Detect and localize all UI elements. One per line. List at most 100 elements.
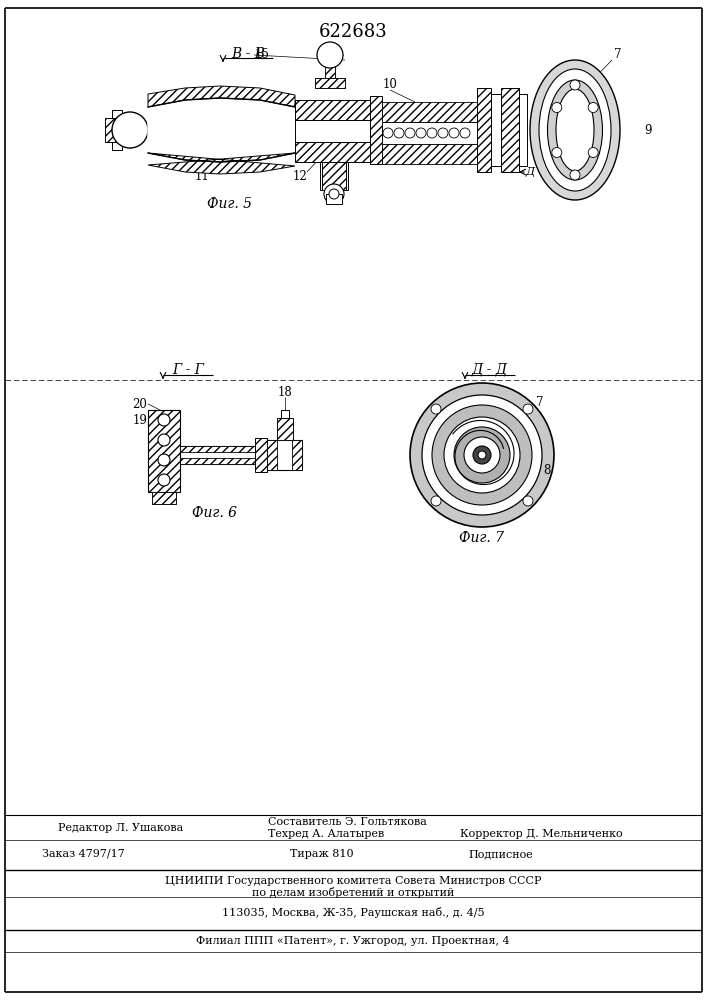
Circle shape <box>444 417 520 493</box>
Text: Г - Г: Г - Г <box>172 363 204 377</box>
Circle shape <box>460 128 470 138</box>
Circle shape <box>551 147 562 157</box>
Bar <box>295 142 370 162</box>
Bar <box>325 55 335 80</box>
Circle shape <box>158 474 170 486</box>
Circle shape <box>588 103 598 112</box>
Text: 11: 11 <box>194 170 209 184</box>
Text: Подписное: Подписное <box>468 849 533 859</box>
Bar <box>105 118 130 142</box>
Text: Филиал ППП «Патент», г. Ужгород, ул. Проектная, 4: Филиал ППП «Патент», г. Ужгород, ул. Про… <box>196 936 510 946</box>
Ellipse shape <box>547 80 602 180</box>
Text: Техред А. Алатырев: Техред А. Алатырев <box>268 829 384 839</box>
Text: Д - Д: Д - Д <box>472 363 508 377</box>
Circle shape <box>394 128 404 138</box>
Circle shape <box>570 170 580 180</box>
Bar <box>325 55 335 80</box>
Text: Фиг. 6: Фиг. 6 <box>192 506 238 520</box>
Circle shape <box>317 42 343 68</box>
Circle shape <box>158 454 170 466</box>
Text: 20: 20 <box>132 397 148 410</box>
Circle shape <box>449 128 459 138</box>
Bar <box>180 446 255 464</box>
Text: 12: 12 <box>293 170 308 184</box>
Circle shape <box>158 414 170 426</box>
Bar <box>112 142 122 150</box>
Circle shape <box>410 383 554 527</box>
Circle shape <box>523 496 533 506</box>
Bar <box>267 440 277 470</box>
Bar <box>148 410 180 492</box>
Circle shape <box>422 395 542 515</box>
Ellipse shape <box>556 89 594 171</box>
Circle shape <box>427 128 437 138</box>
Ellipse shape <box>539 69 611 191</box>
Bar <box>152 492 176 504</box>
Bar <box>112 110 122 118</box>
Ellipse shape <box>530 60 620 200</box>
Bar <box>370 96 382 164</box>
Text: 10: 10 <box>382 79 397 92</box>
Text: Редактор Л. Ушакова: Редактор Л. Ушакова <box>58 823 183 833</box>
Circle shape <box>523 404 533 414</box>
Circle shape <box>383 128 393 138</box>
Text: В - В: В - В <box>231 47 265 61</box>
Bar <box>382 102 477 122</box>
Bar <box>519 94 527 166</box>
Text: 19: 19 <box>132 414 148 426</box>
Bar <box>295 100 370 120</box>
Bar <box>180 446 255 452</box>
Circle shape <box>329 189 339 199</box>
Circle shape <box>416 128 426 138</box>
Circle shape <box>464 437 500 473</box>
Polygon shape <box>148 86 295 107</box>
Text: 9: 9 <box>644 123 652 136</box>
Bar <box>382 144 477 164</box>
Text: Фиг. 5: Фиг. 5 <box>207 197 252 211</box>
Circle shape <box>478 451 486 459</box>
Bar <box>267 440 302 470</box>
Bar <box>315 78 345 88</box>
Text: 18: 18 <box>278 385 293 398</box>
Text: по делам изобретений и открытий: по делам изобретений и открытий <box>252 888 454 898</box>
Text: 7: 7 <box>614 48 621 62</box>
Circle shape <box>432 405 532 505</box>
Circle shape <box>438 128 448 138</box>
Circle shape <box>112 112 148 148</box>
Text: 113035, Москва, Ж-35, Раушская наб., д. 4/5: 113035, Москва, Ж-35, Раушская наб., д. … <box>222 906 484 918</box>
Text: Тираж 810: Тираж 810 <box>290 849 354 859</box>
Text: Заказ 4797/17: Заказ 4797/17 <box>42 849 124 859</box>
Bar <box>281 410 289 418</box>
Text: 622683: 622683 <box>319 23 387 41</box>
Text: ЦНИИПИ Государственного комитета Совета Министров СССР: ЦНИИПИ Государственного комитета Совета … <box>165 876 542 886</box>
Text: 8: 8 <box>543 464 551 477</box>
Text: Фиг. 7: Фиг. 7 <box>460 531 505 545</box>
Bar <box>491 94 501 166</box>
Bar <box>152 492 176 504</box>
Bar <box>501 88 519 172</box>
Bar <box>255 438 267 472</box>
Bar <box>320 162 348 190</box>
Circle shape <box>454 427 510 483</box>
Bar <box>180 458 255 464</box>
Text: Д: Д <box>525 167 534 177</box>
Text: Составитель Э. Гольтякова: Составитель Э. Гольтякова <box>268 817 427 827</box>
Circle shape <box>431 496 441 506</box>
Bar <box>277 418 293 440</box>
Bar <box>295 120 370 142</box>
Bar <box>477 88 491 172</box>
Text: Корректор Д. Мельниченко: Корректор Д. Мельниченко <box>460 829 623 839</box>
Polygon shape <box>148 153 295 174</box>
Circle shape <box>431 404 441 414</box>
Bar <box>326 194 342 204</box>
Bar <box>315 78 345 88</box>
Text: 6: 6 <box>436 416 444 430</box>
Circle shape <box>473 446 491 464</box>
Bar <box>292 440 302 470</box>
Bar <box>277 418 293 440</box>
Circle shape <box>158 434 170 446</box>
Circle shape <box>405 128 415 138</box>
Bar <box>322 162 346 190</box>
Polygon shape <box>148 98 295 162</box>
Text: 15: 15 <box>255 48 270 62</box>
